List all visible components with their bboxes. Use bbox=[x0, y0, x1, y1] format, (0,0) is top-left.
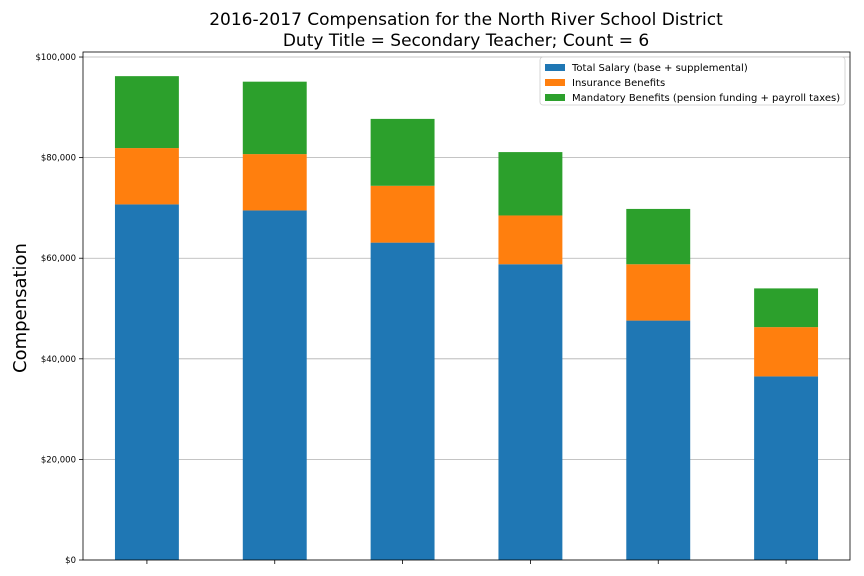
legend-box bbox=[539, 56, 846, 106]
y-axis: $0 $20,000 $40,000 $60,000 $80,000 $100,000 bbox=[35, 53, 83, 566]
bar-segment-1-3 bbox=[370, 242, 435, 561]
bar-segment-2-5 bbox=[626, 264, 691, 321]
y-tick-label: $100,000 bbox=[35, 53, 76, 63]
bar-segment-1-5 bbox=[626, 320, 691, 560]
y-tick-label: $40,000 bbox=[41, 355, 76, 365]
chart-title: 2016-2017 Compensation for the North Riv… bbox=[209, 10, 723, 30]
bars-group bbox=[114, 76, 819, 561]
legend-label: Insurance Benefits bbox=[572, 78, 665, 89]
bar-segment-3-3 bbox=[370, 118, 435, 186]
y-tick-label: $20,000 bbox=[41, 455, 76, 465]
bar-segment-3-5 bbox=[626, 208, 691, 265]
legend-label: Total Salary (base + supplemental) bbox=[571, 63, 748, 74]
bar-segment-2-3 bbox=[370, 185, 435, 243]
legend-swatch bbox=[545, 79, 565, 86]
chart-subtitle: Duty Title = Secondary Teacher; Count = … bbox=[283, 31, 649, 51]
x-axis bbox=[146, 560, 787, 564]
bar-segment-1-2 bbox=[242, 210, 307, 560]
bar-segment-2-2 bbox=[242, 154, 307, 211]
y-tick-label: $60,000 bbox=[41, 254, 76, 264]
bar-segment-1-1 bbox=[114, 204, 179, 560]
bar-segment-3-4 bbox=[498, 152, 563, 216]
bar-segment-2-4 bbox=[498, 215, 563, 265]
legend: Total Salary (base + supplemental) Insura… bbox=[539, 56, 846, 106]
legend-swatch bbox=[545, 94, 565, 101]
y-tick-label: $0 bbox=[65, 556, 76, 566]
bar-segment-3-6 bbox=[754, 288, 819, 328]
y-tick-label: $80,000 bbox=[41, 154, 76, 164]
bar-segment-2-1 bbox=[114, 148, 179, 205]
bar-segment-3-2 bbox=[242, 81, 307, 155]
bar-segment-1-6 bbox=[754, 376, 819, 560]
grid-lines bbox=[83, 56, 850, 561]
bar-segment-2-6 bbox=[754, 327, 819, 377]
legend-swatch bbox=[545, 64, 565, 71]
bar-segment-3-1 bbox=[114, 76, 179, 149]
bar-segment-1-4 bbox=[498, 264, 563, 560]
y-axis-label: Compensation bbox=[10, 243, 31, 373]
plot-frame bbox=[82, 51, 851, 561]
legend-label: Mandatory Benefits (pension funding + pa… bbox=[572, 93, 840, 104]
